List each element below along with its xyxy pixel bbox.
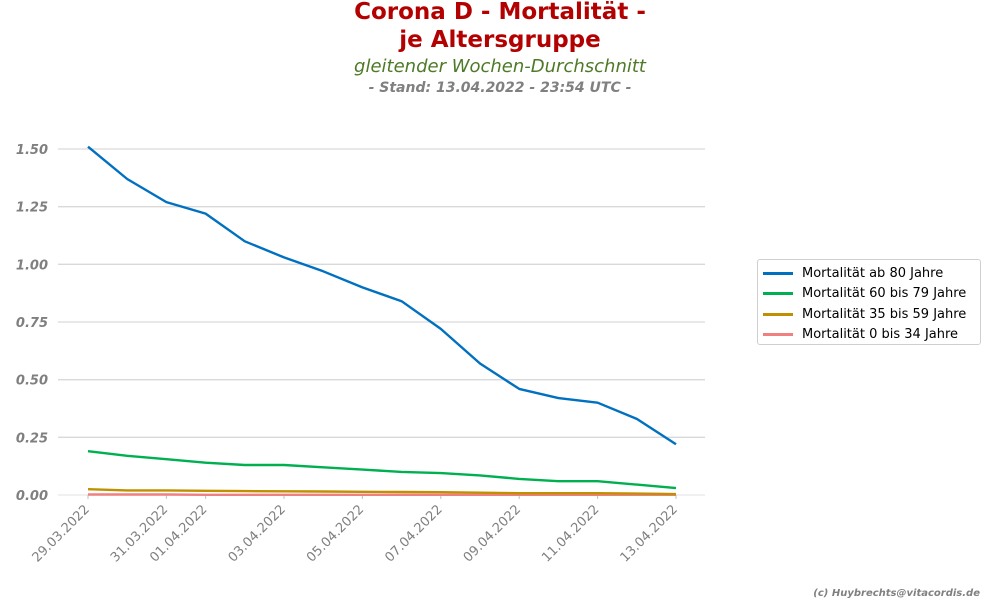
x-tick-label: 03.04.2022 xyxy=(226,502,289,565)
legend-item-0-34: Mortalität 0 bis 34 Jahre xyxy=(763,325,980,346)
legend-item-60-79: Mortalität 60 bis 79 Jahre xyxy=(763,284,980,305)
x-tick-label: 09.04.2022 xyxy=(461,502,524,565)
stand-timestamp: - Stand: 13.04.2022 - 23:54 UTC - xyxy=(368,80,632,96)
y-tick-label: 1.00 xyxy=(16,258,48,273)
x-tick-label: 13.04.2022 xyxy=(618,502,681,565)
legend-swatch xyxy=(763,292,793,296)
series-line xyxy=(87,488,677,496)
series-line xyxy=(87,450,677,490)
legend-item-35-59: Mortalität 35 bis 59 Jahre xyxy=(763,304,980,325)
y-tick-label: 1.25 xyxy=(16,201,48,216)
x-tick-label: 29.03.2022 xyxy=(30,502,93,565)
legend-label: Mortalität 60 bis 79 Jahre xyxy=(802,286,967,302)
chart-title-line1: Corona D - Mortalität - xyxy=(354,0,646,25)
series-line xyxy=(87,145,677,446)
chart-title-line2: je Altersgruppe xyxy=(399,27,601,53)
legend-swatch xyxy=(763,333,793,337)
legend: Mortalität ab 80 Jahre Mortalität 60 bis… xyxy=(757,259,981,345)
legend-label: Mortalität 35 bis 59 Jahre xyxy=(802,306,967,322)
y-tick-label: 0.00 xyxy=(16,489,48,504)
x-tick-label: 11.04.2022 xyxy=(539,502,602,565)
legend-item-80plus: Mortalität ab 80 Jahre xyxy=(763,263,980,284)
legend-swatch xyxy=(763,271,793,275)
y-tick-label: 1.50 xyxy=(16,143,48,158)
y-tick-label: 0.25 xyxy=(16,431,48,446)
legend-label: Mortalität 0 bis 34 Jahre xyxy=(802,327,959,343)
legend-swatch xyxy=(763,312,793,316)
y-tick-label: 0.75 xyxy=(16,316,48,331)
x-tick-label: 07.04.2022 xyxy=(382,502,445,565)
chart-subtitle: gleitender Wochen-Durchschnitt xyxy=(354,56,646,77)
y-tick-label: 0.50 xyxy=(16,374,48,389)
x-tick-label: 05.04.2022 xyxy=(304,502,367,565)
legend-label: Mortalität ab 80 Jahre xyxy=(802,265,944,281)
copyright-credit: (c) Huybrechts@vitacordis.de xyxy=(813,588,980,599)
